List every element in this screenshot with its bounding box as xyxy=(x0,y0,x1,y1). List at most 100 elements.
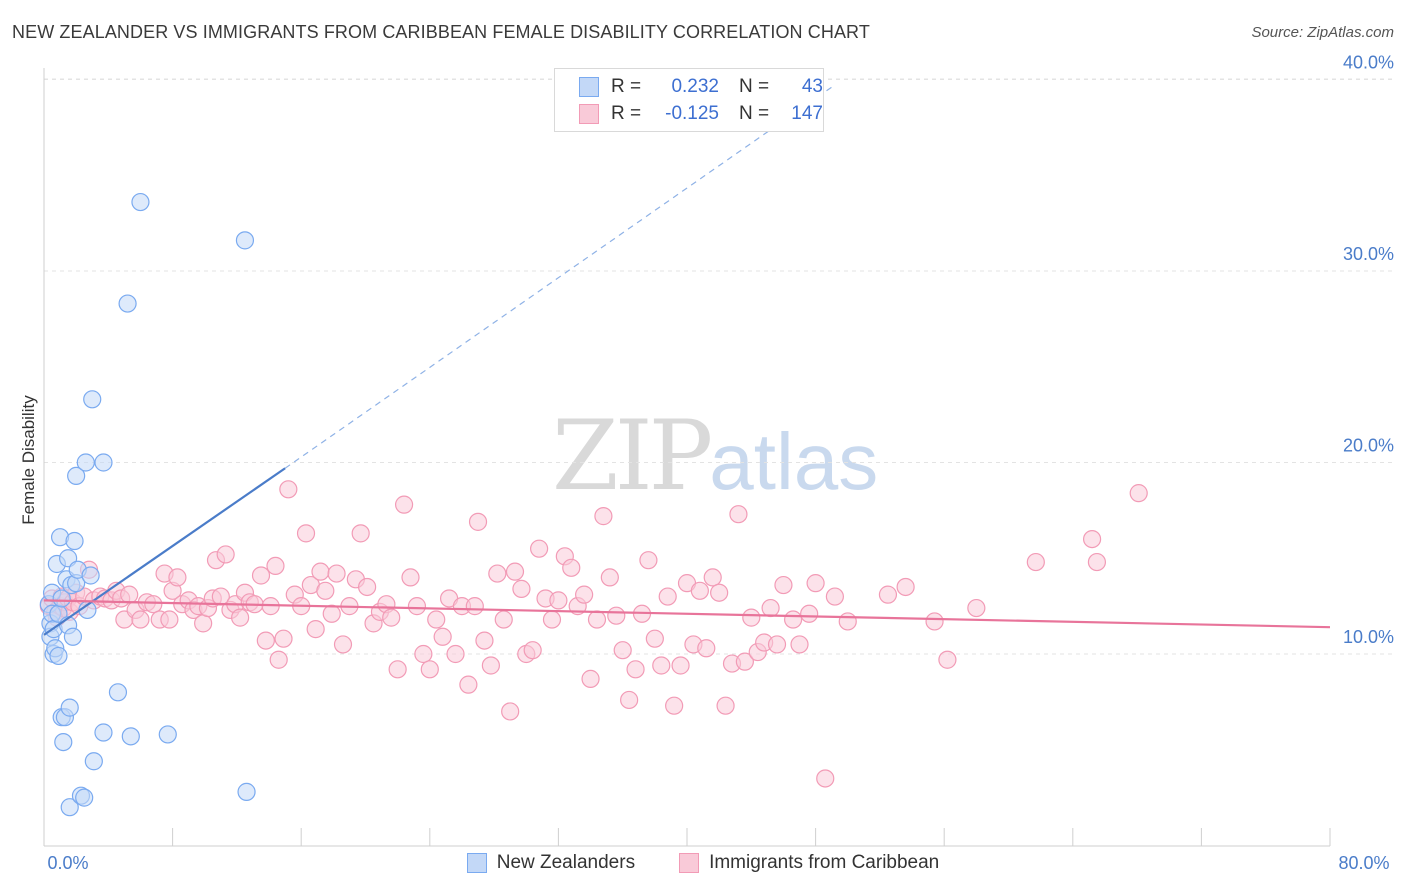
data-point xyxy=(76,453,95,472)
data-point xyxy=(94,723,113,742)
legend-item-caribbean[interactable]: Immigrants from Caribbean xyxy=(679,852,939,874)
data-point xyxy=(512,579,531,598)
data-point xyxy=(351,524,370,543)
data-point xyxy=(494,610,513,629)
legend-swatch-pink xyxy=(679,853,700,873)
watermark: ZIPatlas xyxy=(552,400,878,512)
data-point xyxy=(274,629,293,648)
data-point xyxy=(67,466,86,486)
data-point xyxy=(160,610,179,629)
data-point xyxy=(774,575,793,595)
data-point xyxy=(131,610,150,629)
legend-row-new-zealanders: R = 0.232 N = 43 xyxy=(579,75,823,99)
data-point xyxy=(322,604,341,623)
data-point xyxy=(703,568,722,587)
legend-r-value: -0.125 xyxy=(665,103,719,124)
data-point xyxy=(816,769,835,788)
data-point xyxy=(131,192,150,212)
data-point xyxy=(488,564,507,583)
y-tick-label: 10.0% xyxy=(1343,627,1394,647)
legend-n-value: 43 xyxy=(801,76,823,97)
data-point xyxy=(168,568,187,587)
data-point xyxy=(52,589,71,608)
data-point xyxy=(594,507,613,526)
data-point xyxy=(316,581,335,600)
data-point xyxy=(530,539,549,558)
data-point xyxy=(938,650,957,669)
data-point xyxy=(231,608,250,627)
data-point xyxy=(382,608,401,627)
data-point xyxy=(790,635,809,654)
data-point xyxy=(671,656,690,675)
points-new-zealanders xyxy=(39,192,256,817)
data-point xyxy=(60,698,79,717)
data-point xyxy=(83,390,102,409)
x-tick-label: 0.0% xyxy=(47,853,88,873)
data-point xyxy=(729,505,748,524)
data-point xyxy=(306,620,325,639)
data-point xyxy=(420,660,439,679)
data-point xyxy=(296,524,316,543)
y-tick-label: 30.0% xyxy=(1343,244,1394,264)
data-point xyxy=(645,629,664,648)
watermark-zip: ZIP xyxy=(552,400,713,512)
legend-label: New Zealanders xyxy=(496,852,636,873)
trend-line-new-zealanders xyxy=(43,467,286,636)
data-point xyxy=(735,652,754,671)
y-tick-label: 40.0% xyxy=(1343,53,1394,73)
data-point xyxy=(581,669,600,688)
data-point xyxy=(358,577,377,597)
legend-item-new-zealanders[interactable]: New Zealanders xyxy=(466,852,636,874)
data-point xyxy=(407,597,427,616)
trend-lines xyxy=(43,86,1331,636)
data-point xyxy=(690,581,709,600)
data-point xyxy=(459,675,478,694)
data-point xyxy=(446,644,465,664)
data-point xyxy=(575,585,594,604)
watermark-atlas: atlas xyxy=(709,417,879,506)
data-point xyxy=(333,635,353,654)
data-point xyxy=(63,627,83,646)
data-point xyxy=(639,551,658,570)
legend-swatch-blue xyxy=(466,853,487,873)
data-point xyxy=(800,604,819,623)
legend-n-value: 147 xyxy=(791,103,823,124)
chart-title: NEW ZEALANDER VS IMMIGRANTS FROM CARIBBE… xyxy=(12,22,870,42)
data-point xyxy=(279,480,298,499)
data-point xyxy=(216,545,235,564)
data-point xyxy=(433,627,452,646)
data-point xyxy=(1026,552,1045,572)
data-point xyxy=(465,597,484,616)
data-point xyxy=(806,574,825,593)
legend-n-label: N = xyxy=(739,76,770,97)
y-tick-label: 20.0% xyxy=(1343,436,1394,456)
data-point xyxy=(967,598,986,618)
data-point xyxy=(825,587,844,606)
data-point xyxy=(81,566,100,585)
legend-swatch-pink xyxy=(579,104,599,124)
legend-n-label: N = xyxy=(739,103,770,124)
data-point xyxy=(710,583,729,602)
data-point xyxy=(144,595,163,614)
data-point xyxy=(716,696,735,715)
data-point xyxy=(94,453,113,472)
data-point xyxy=(767,635,787,654)
data-point xyxy=(838,612,857,631)
data-point xyxy=(523,641,542,660)
data-point xyxy=(742,608,761,627)
data-point xyxy=(414,644,433,664)
legend-r-label: R = xyxy=(611,76,642,97)
data-point xyxy=(194,614,213,633)
data-point xyxy=(54,732,73,752)
data-point xyxy=(256,631,275,650)
data-point xyxy=(658,587,677,606)
data-point xyxy=(1129,484,1148,503)
legend-label: Immigrants from Caribbean xyxy=(709,852,940,873)
data-point xyxy=(251,566,271,585)
data-point xyxy=(235,231,255,250)
data-point xyxy=(237,782,256,801)
data-point xyxy=(665,696,684,715)
data-point xyxy=(475,631,494,650)
source-label: Source: ZipAtlas.com xyxy=(1251,24,1394,41)
